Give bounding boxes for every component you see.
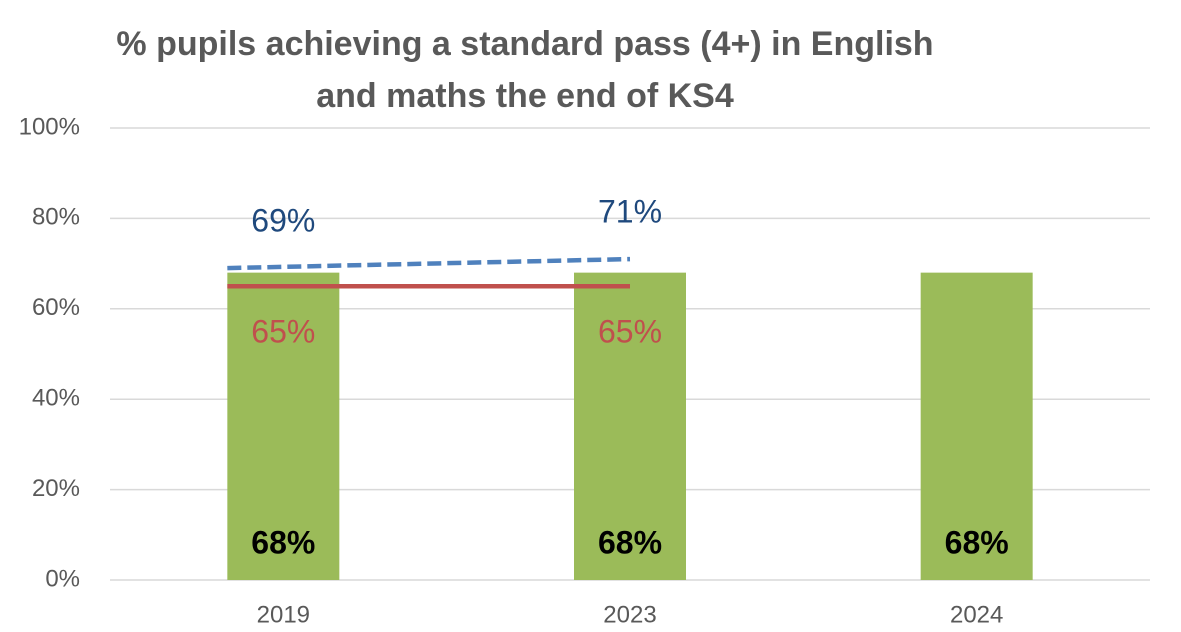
x-tick-label: 2024 <box>950 601 1003 628</box>
bar <box>574 272 686 580</box>
y-tick-label: 100% <box>19 113 80 140</box>
data-label: 71% <box>598 194 662 230</box>
y-tick-label: 60% <box>32 294 80 321</box>
bar <box>227 272 340 580</box>
bar <box>920 272 1033 580</box>
x-tick-label: 2019 <box>257 601 310 628</box>
data-label: 68% <box>945 524 1009 560</box>
y-tick-label: 40% <box>32 385 80 412</box>
y-tick-label: 20% <box>32 475 80 502</box>
x-tick-label: 2023 <box>603 601 656 628</box>
y-tick-label: 80% <box>32 204 80 231</box>
y-tick-label: 0% <box>45 565 80 592</box>
data-label: 68% <box>251 524 315 560</box>
line <box>227 256 631 271</box>
data-label: 65% <box>598 314 662 350</box>
data-label: 65% <box>251 314 315 350</box>
data-label: 69% <box>251 203 315 239</box>
chart-title: and maths the end of KS4 <box>316 77 734 115</box>
chart-title: % pupils achieving a standard pass (4+) … <box>116 25 933 63</box>
data-label: 68% <box>598 524 662 560</box>
